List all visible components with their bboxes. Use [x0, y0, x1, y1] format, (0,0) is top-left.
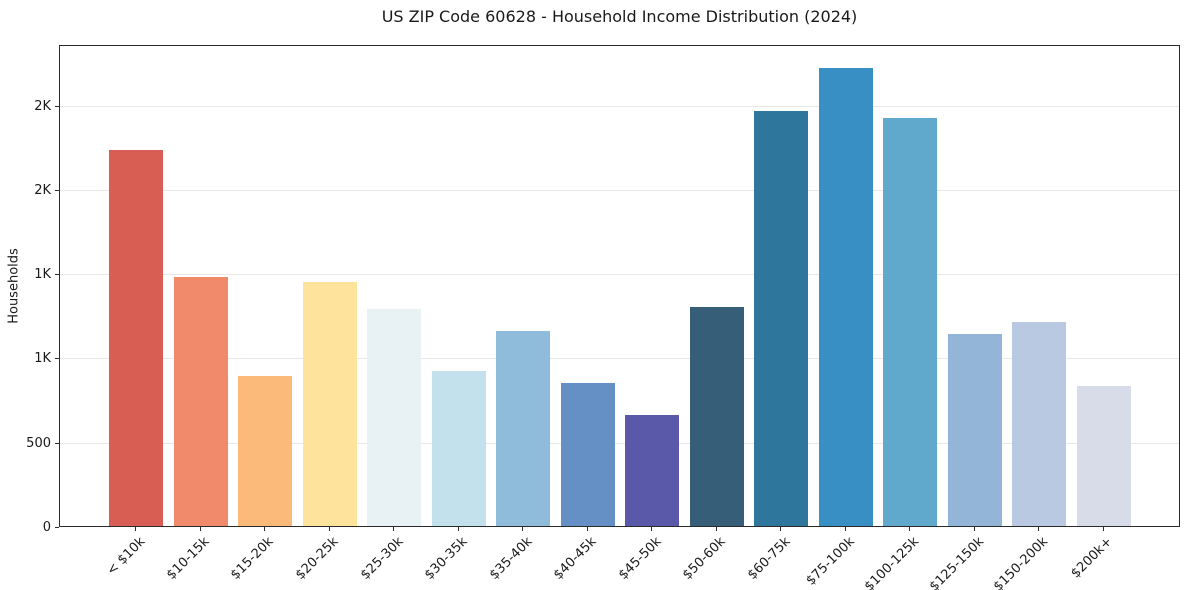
xtick-mark: [328, 527, 330, 531]
ytick-label-1K: 1K: [34, 351, 51, 367]
xtick-label-$100-125k: $100-125k: [862, 534, 923, 590]
ytick-mark: [55, 358, 59, 360]
bar-$50-60k: [689, 306, 744, 526]
plot-area: [59, 45, 1180, 527]
xtick-label-$60-75k: $60-75k: [744, 534, 794, 583]
xtick-mark: [522, 527, 524, 531]
bar-$150-200k: [1012, 322, 1067, 526]
xtick-label-$125-150k: $125-150k: [926, 534, 987, 590]
bar-$25-30k: [367, 308, 422, 526]
xtick-mark: [973, 527, 975, 531]
bar-$100-125k: [883, 118, 938, 526]
xtick-label-$15-20k: $15-20k: [228, 534, 277, 583]
ytick-label-2K: 2K: [34, 182, 51, 198]
ytick-label-1K: 1K: [34, 267, 51, 283]
xtick-mark: [1102, 527, 1104, 531]
xtick-mark: [651, 527, 653, 531]
bar-$40-45k: [560, 382, 615, 526]
xtick-label-$30-35k: $30-35k: [422, 534, 471, 583]
ytick-mark: [55, 274, 59, 276]
bar-$30-35k: [431, 370, 486, 526]
xtick-label-< $10k: < $10k: [103, 534, 148, 579]
xtick-mark: [393, 527, 395, 531]
chart-title: US ZIP Code 60628 - Household Income Dis…: [381, 7, 858, 26]
gridline-1500: [60, 274, 1179, 276]
bar-$35-40k: [496, 330, 551, 526]
y-axis-label: Households: [6, 248, 22, 324]
xtick-mark: [1038, 527, 1040, 531]
xtick-mark: [457, 527, 459, 531]
xtick-label-$200k+: $200k+: [1068, 534, 1116, 582]
ytick-label-0: 0: [42, 520, 51, 535]
bar-$200k+: [1076, 386, 1131, 526]
ytick-label-2K: 2K: [34, 98, 51, 114]
xtick-mark: [586, 527, 588, 531]
xtick-label-$25-30k: $25-30k: [357, 534, 407, 583]
xtick-label-$40-45k: $40-45k: [551, 534, 600, 583]
bar-$75-100k: [818, 67, 873, 526]
xtick-label-$10-15k: $10-15k: [163, 534, 213, 583]
xtick-mark: [780, 527, 782, 531]
xtick-mark: [135, 527, 136, 531]
bar-$10-15k: [173, 276, 228, 526]
gridline-2500: [60, 105, 1179, 107]
ytick-mark: [55, 442, 59, 444]
gridline-1000: [60, 358, 1179, 360]
ytick-mark: [55, 189, 59, 191]
xtick-mark: [199, 527, 201, 531]
bar-$15-20k: [238, 376, 293, 526]
ytick-mark: [55, 105, 59, 107]
bar-$20-25k: [302, 281, 357, 526]
bar-< $10k: [109, 150, 163, 526]
xtick-mark: [715, 527, 717, 531]
xtick-mark: [909, 527, 911, 531]
xtick-mark: [844, 527, 846, 531]
ytick-label-500: 500: [26, 435, 51, 451]
bar-$60-75k: [754, 111, 809, 526]
xtick-label-$35-40k: $35-40k: [486, 534, 536, 583]
gridline-2000: [60, 189, 1179, 191]
ytick-mark: [55, 527, 59, 528]
xtick-label-$150-200k: $150-200k: [991, 534, 1052, 590]
xtick-mark: [264, 527, 266, 531]
xtick-label-$20-25k: $20-25k: [292, 534, 342, 583]
bar-$125-150k: [947, 333, 1002, 526]
xtick-label-$75-100k: $75-100k: [803, 534, 858, 589]
gridline-500: [60, 442, 1179, 444]
bar-$45-50k: [625, 414, 680, 526]
xtick-label-$45-50k: $45-50k: [615, 534, 665, 583]
xtick-label-$50-60k: $50-60k: [680, 534, 729, 583]
